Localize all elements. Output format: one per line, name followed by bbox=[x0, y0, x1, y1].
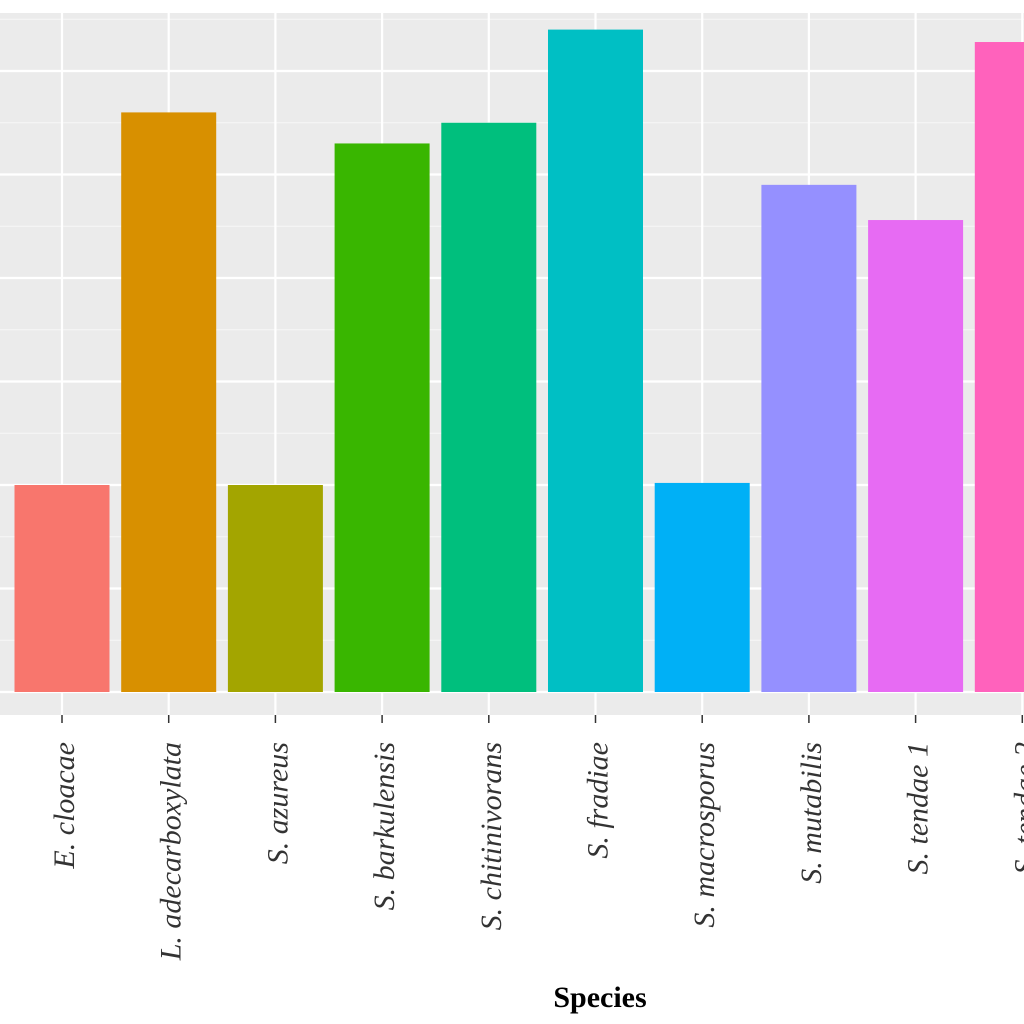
bar bbox=[761, 184, 857, 692]
bar bbox=[14, 485, 110, 692]
x-tick-label: S. macrosporus bbox=[688, 742, 721, 928]
x-tick-label: S. fradiae bbox=[582, 742, 615, 859]
x-tick-label: E. cloacae bbox=[48, 742, 81, 870]
bar bbox=[441, 122, 537, 692]
bar bbox=[121, 112, 217, 692]
x-tick-label: S. tendae 2 bbox=[1008, 742, 1024, 874]
x-tick-label: L. adecarboxylata bbox=[155, 742, 188, 961]
x-tick-label: S. tendae 1 bbox=[902, 742, 935, 874]
x-axis-title: Species bbox=[553, 981, 646, 1014]
x-tick-label: S. chitinivorans bbox=[475, 742, 508, 930]
x-tick-label: S. azureus bbox=[261, 742, 294, 864]
bar bbox=[974, 42, 1024, 692]
bar bbox=[227, 485, 323, 692]
x-tick-label: S. mutabilis bbox=[795, 742, 828, 884]
x-tick-label: S. barkulensis bbox=[368, 742, 401, 910]
bar bbox=[548, 29, 643, 693]
bar bbox=[868, 220, 964, 693]
bar bbox=[334, 143, 430, 692]
bars bbox=[14, 29, 1024, 693]
bar bbox=[654, 482, 750, 692]
x-ticks bbox=[61, 715, 1024, 723]
x-tick-labels: E. cloacae L. adecarboxylata S. azureus S. … bbox=[48, 742, 1024, 961]
